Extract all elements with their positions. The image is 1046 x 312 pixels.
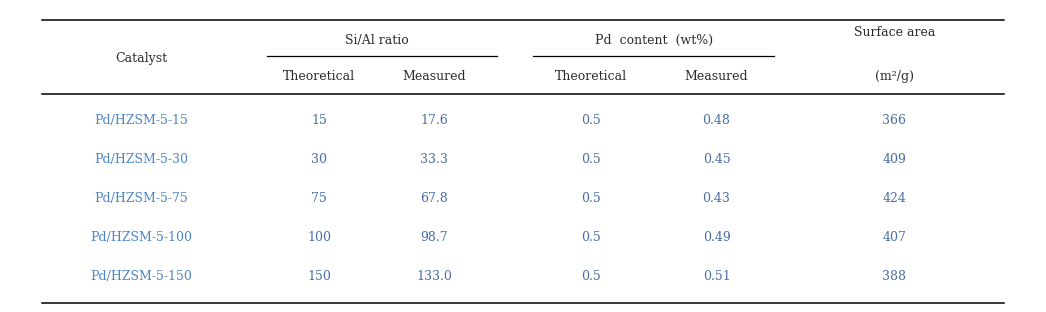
Text: Measured: Measured [403, 70, 465, 83]
Text: Theoretical: Theoretical [555, 70, 627, 83]
Text: 366: 366 [883, 114, 906, 127]
Text: 424: 424 [883, 192, 906, 205]
Text: 30: 30 [311, 153, 327, 166]
Text: 0.5: 0.5 [582, 231, 600, 244]
Text: Catalyst: Catalyst [115, 52, 167, 65]
Text: Pd  content  (wt%): Pd content (wt%) [595, 34, 712, 47]
Text: 0.5: 0.5 [582, 192, 600, 205]
Text: Pd/HZSM-5-15: Pd/HZSM-5-15 [94, 114, 188, 127]
Text: Si/Al ratio: Si/Al ratio [345, 34, 408, 47]
Text: Pd/HZSM-5-30: Pd/HZSM-5-30 [94, 153, 188, 166]
Text: 17.6: 17.6 [420, 114, 448, 127]
Text: 0.45: 0.45 [703, 153, 730, 166]
Text: 150: 150 [308, 270, 331, 283]
Text: 15: 15 [311, 114, 327, 127]
Text: 133.0: 133.0 [416, 270, 452, 283]
Text: 0.5: 0.5 [582, 114, 600, 127]
Text: Pd/HZSM-5-150: Pd/HZSM-5-150 [90, 270, 192, 283]
Text: Theoretical: Theoretical [283, 70, 355, 83]
Text: 33.3: 33.3 [420, 153, 448, 166]
Text: 0.51: 0.51 [703, 270, 730, 283]
Text: 100: 100 [308, 231, 331, 244]
Text: 388: 388 [883, 270, 906, 283]
Text: 75: 75 [311, 192, 327, 205]
Text: 0.48: 0.48 [703, 114, 730, 127]
Text: Measured: Measured [685, 70, 748, 83]
Text: Surface area: Surface area [854, 26, 935, 39]
Text: (m²/g): (m²/g) [874, 70, 914, 83]
Text: 0.43: 0.43 [703, 192, 730, 205]
Text: 0.5: 0.5 [582, 153, 600, 166]
Text: 0.49: 0.49 [703, 231, 730, 244]
Text: 409: 409 [883, 153, 906, 166]
Text: 67.8: 67.8 [420, 192, 448, 205]
Text: Pd/HZSM-5-100: Pd/HZSM-5-100 [90, 231, 192, 244]
Text: Pd/HZSM-5-75: Pd/HZSM-5-75 [94, 192, 188, 205]
Text: 0.5: 0.5 [582, 270, 600, 283]
Text: 407: 407 [883, 231, 906, 244]
Text: 98.7: 98.7 [420, 231, 448, 244]
